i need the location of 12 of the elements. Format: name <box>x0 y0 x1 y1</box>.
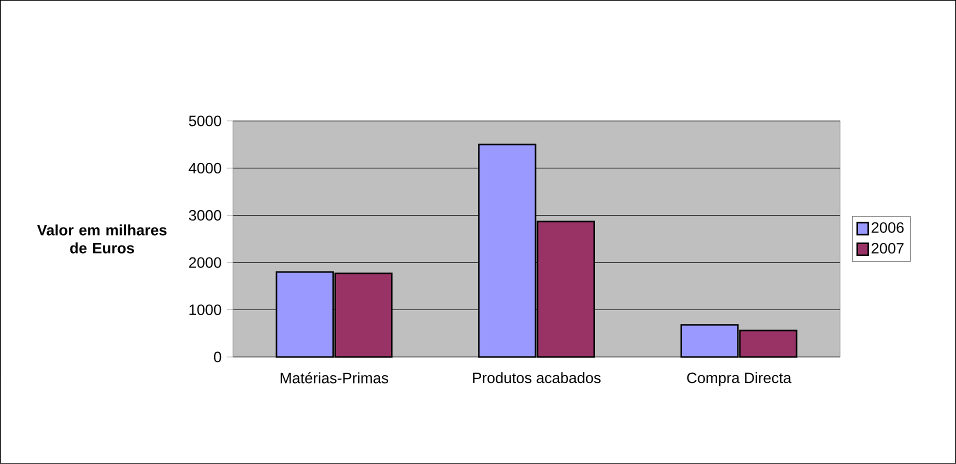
x-tick-label: Produtos acabados <box>473 372 601 384</box>
y-axis-title: Valor em milhares de Euros <box>37 224 167 254</box>
y-tick-label: 4000 <box>188 162 222 174</box>
y-tick-label: 3000 <box>188 210 222 221</box>
y-tick-label: 5000 <box>188 116 222 126</box>
y-tick-label: 0 <box>214 352 222 362</box>
x-tick-label: Matérias-Primas <box>280 372 388 384</box>
legend-label: 2007 <box>872 242 904 254</box>
legend-label: 2006 <box>872 222 904 233</box>
y-tick-label: 1000 <box>190 304 222 316</box>
y-tick-label: 2000 <box>189 257 222 268</box>
x-tick-label: Compra Directa <box>687 372 792 386</box>
